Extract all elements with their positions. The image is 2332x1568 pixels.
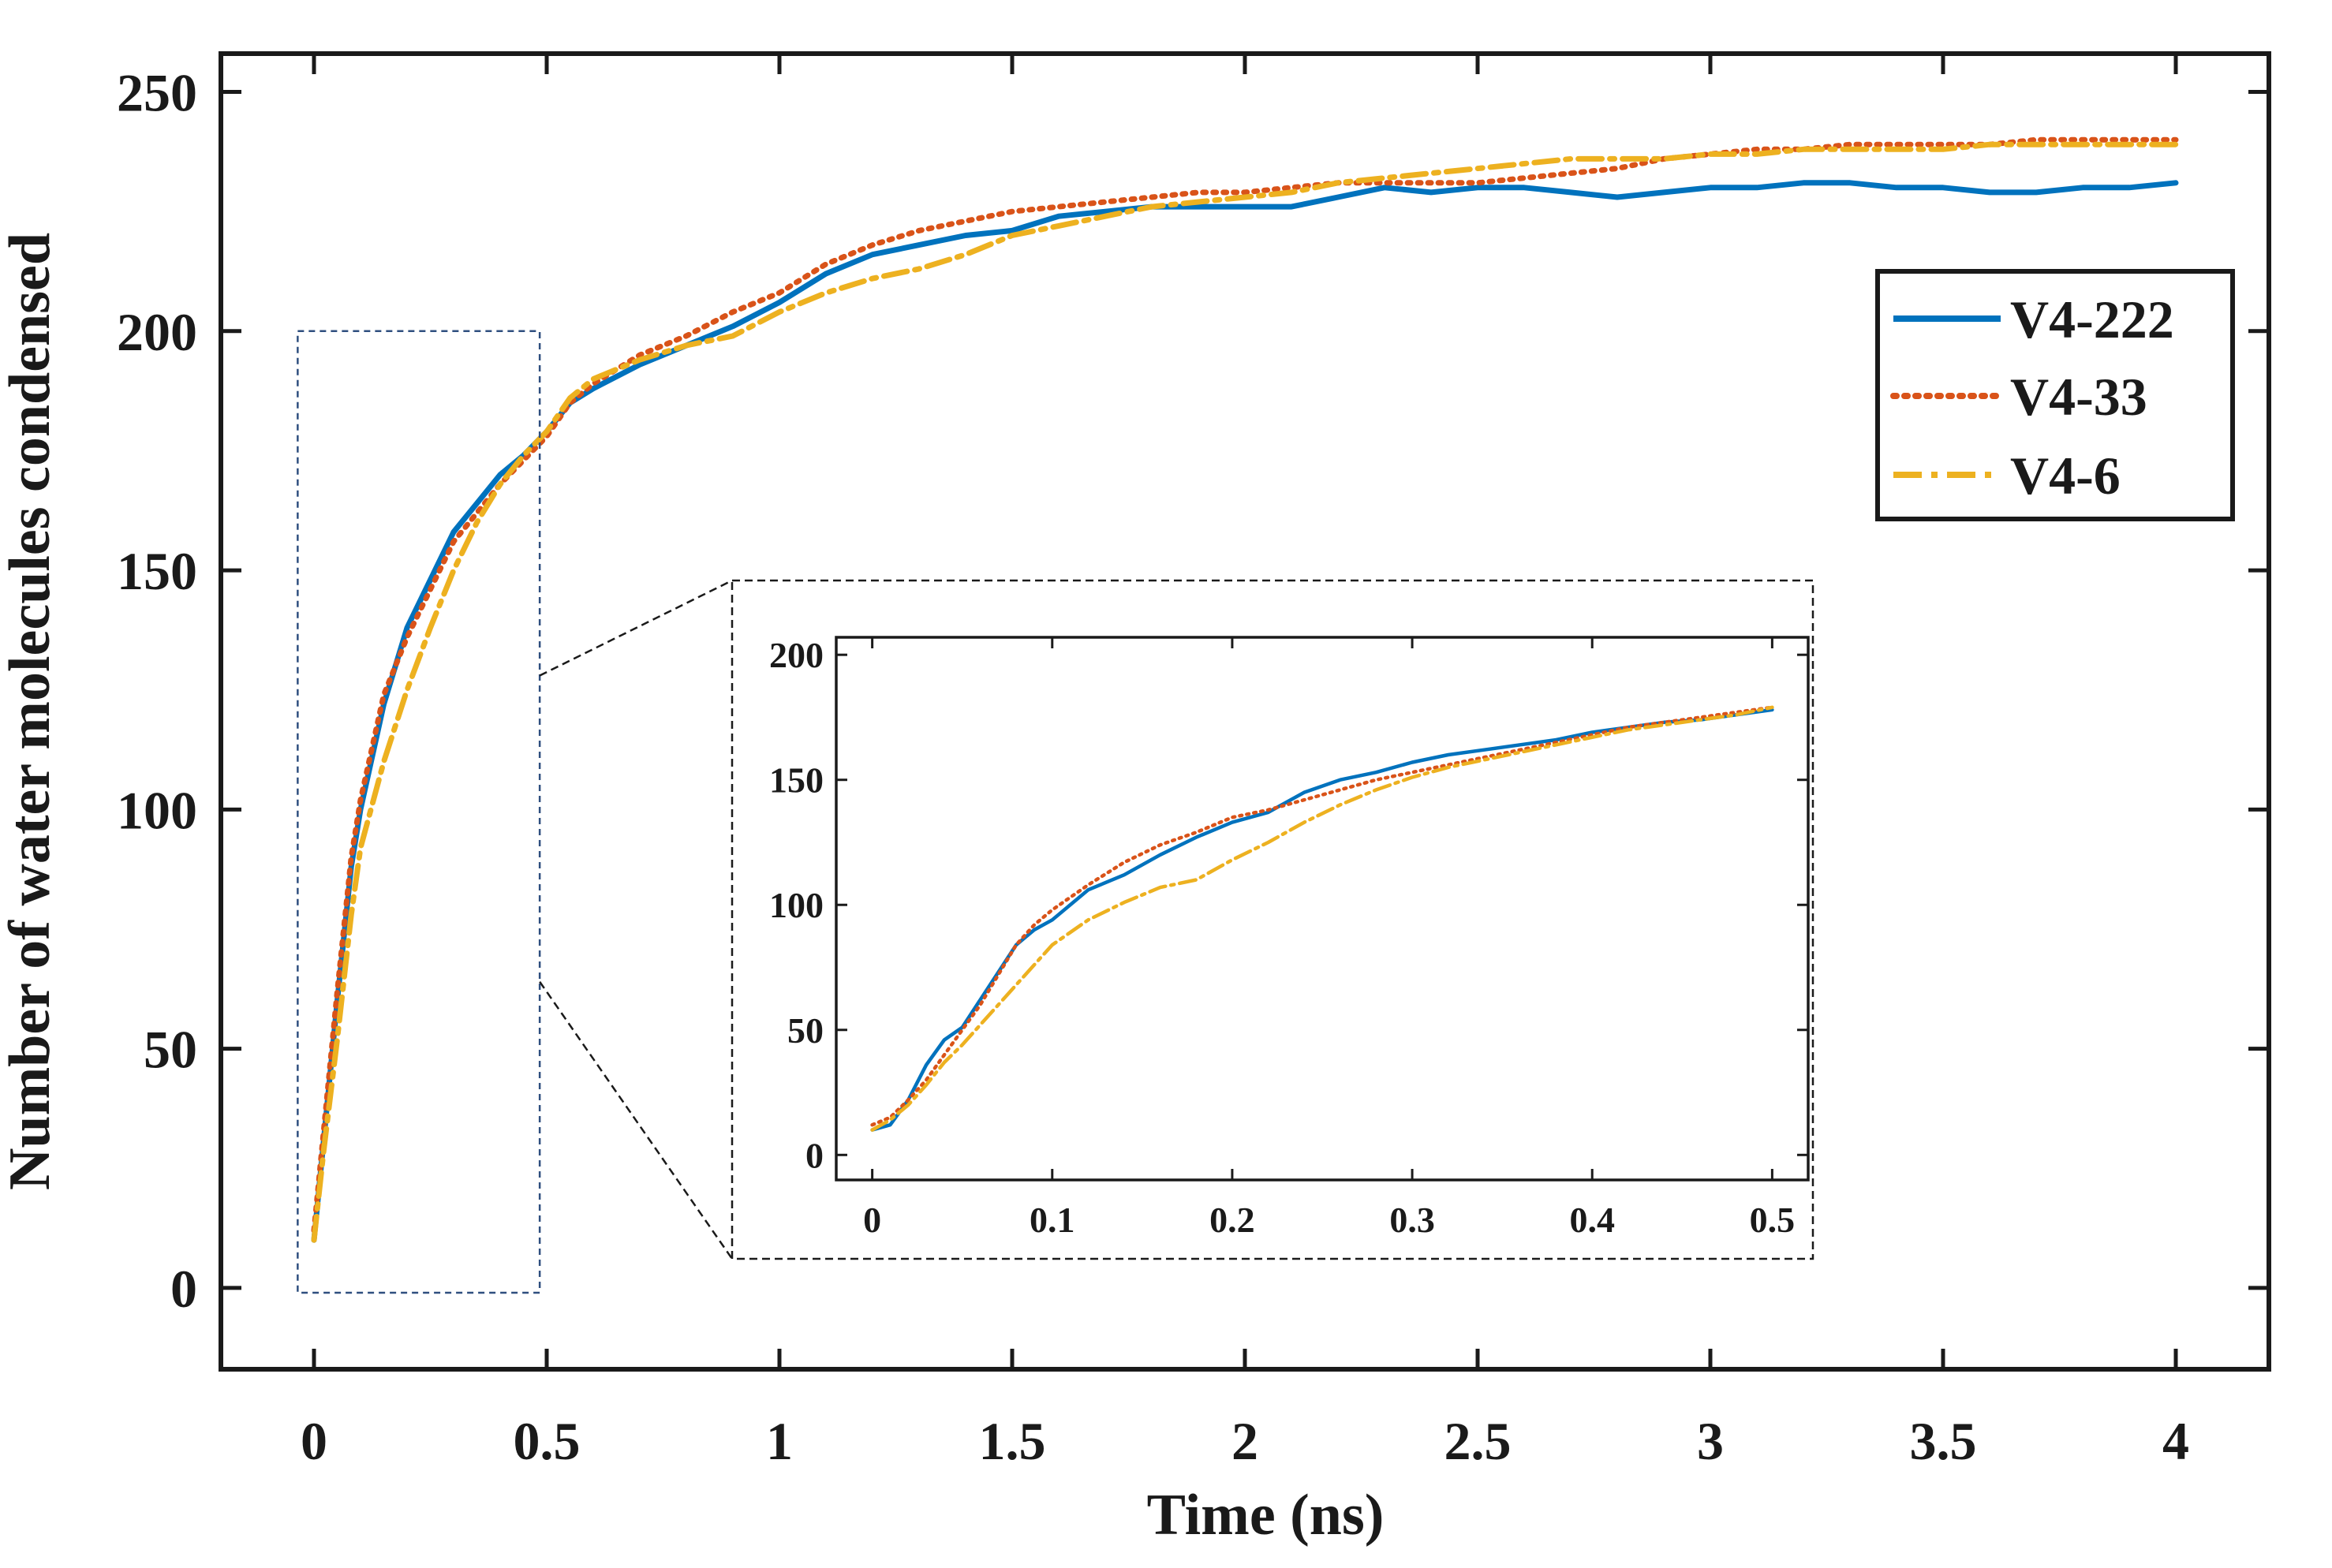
- inset-series-line-v4-6: [870, 705, 1774, 1132]
- inset-series-line-v4-222: [870, 707, 1774, 1132]
- inset-axes: 0 0.1 0.2 0.3 0.4 0.5 0 50 100 150 200: [731, 579, 1814, 1260]
- inset-x-tick-label: 0.2: [1209, 1200, 1255, 1240]
- legend-label-v4-222: V4-222: [2010, 289, 2174, 349]
- zoom-indicator-group: [297, 330, 734, 1294]
- main-x-tick-label: 2.5: [1444, 1411, 1512, 1471]
- inset-x-tick-label: 0.1: [1030, 1200, 1075, 1240]
- inset-x-tick-label: 0.3: [1389, 1200, 1435, 1240]
- legend-item-v4-222: V4-222: [1893, 289, 2174, 349]
- inset-x-tick-label: 0: [863, 1200, 881, 1240]
- main-x-ticks: 0 0.5 1 1.5 2 2.5 3 3.5 4: [301, 54, 2189, 1471]
- main-x-tick-label: 0.5: [514, 1411, 581, 1471]
- inset-outer-dashed-frame: [731, 579, 1814, 1260]
- legend: V4-222 V4-33 V4-6: [1875, 269, 2235, 521]
- inset-plot-frame: [835, 636, 1810, 1182]
- main-x-tick-label: 1: [766, 1411, 793, 1471]
- inset-y-tick-label: 150: [769, 760, 824, 801]
- inset-x-ticks: 0 0.1 0.2 0.3 0.4 0.5: [863, 637, 1795, 1240]
- y-axis-label: Number of water molecules condensed: [0, 233, 62, 1190]
- legend-item-v4-6: V4-6: [1893, 446, 2121, 506]
- inset-y-tick-label: 200: [769, 635, 824, 675]
- main-x-tick-label: 2: [1231, 1411, 1258, 1471]
- legend-item-v4-33: V4-33: [1890, 367, 2147, 427]
- main-y-tick-label: 250: [117, 63, 197, 123]
- main-y-tick-label: 150: [117, 541, 197, 601]
- inset-y-ticks: 0 50 100 150 200: [769, 635, 1808, 1175]
- inset-y-tick-label: 100: [769, 885, 824, 925]
- main-x-tick-label: 3.5: [1910, 1411, 1977, 1471]
- x-axis-label: Time (ns): [1147, 1483, 1385, 1547]
- main-y-tick-label: 200: [117, 302, 197, 362]
- main-y-tick-label: 100: [117, 780, 197, 840]
- series-line-v4-6: [311, 141, 2179, 1243]
- main-y-tick-label: 0: [170, 1259, 197, 1319]
- main-y-tick-label: 50: [144, 1020, 197, 1080]
- series-line-v4-222: [311, 180, 2179, 1243]
- inset-y-tick-label: 50: [787, 1010, 824, 1051]
- main-x-tick-label: 1.5: [979, 1411, 1046, 1471]
- main-x-tick-label: 4: [2162, 1411, 2189, 1471]
- main-x-tick-label: 3: [1697, 1411, 1724, 1471]
- legend-label-v4-33: V4-33: [2010, 367, 2147, 427]
- inset-series-line-v4-33: [870, 705, 1774, 1127]
- zoom-connector-bottom: [539, 980, 734, 1260]
- inset-x-tick-label: 0.4: [1569, 1200, 1615, 1240]
- legend-label-v4-6: V4-6: [2010, 446, 2121, 506]
- zoom-connector-top: [539, 579, 733, 677]
- inset-x-tick-label: 0.5: [1750, 1200, 1796, 1240]
- inset-y-tick-label: 0: [805, 1135, 824, 1175]
- main-y-ticks: 0 50 100 150 200 250: [117, 63, 2269, 1319]
- main-series-group: [311, 136, 2179, 1243]
- inset-series-group: [870, 705, 1774, 1132]
- main-x-tick-label: 0: [301, 1411, 327, 1471]
- zoom-region-box: [297, 330, 541, 1294]
- main-axes: 0 0.5 1 1.5 2 2.5 3 3.5 4 0 50 100 150 200 250 Time (…: [0, 51, 2271, 1547]
